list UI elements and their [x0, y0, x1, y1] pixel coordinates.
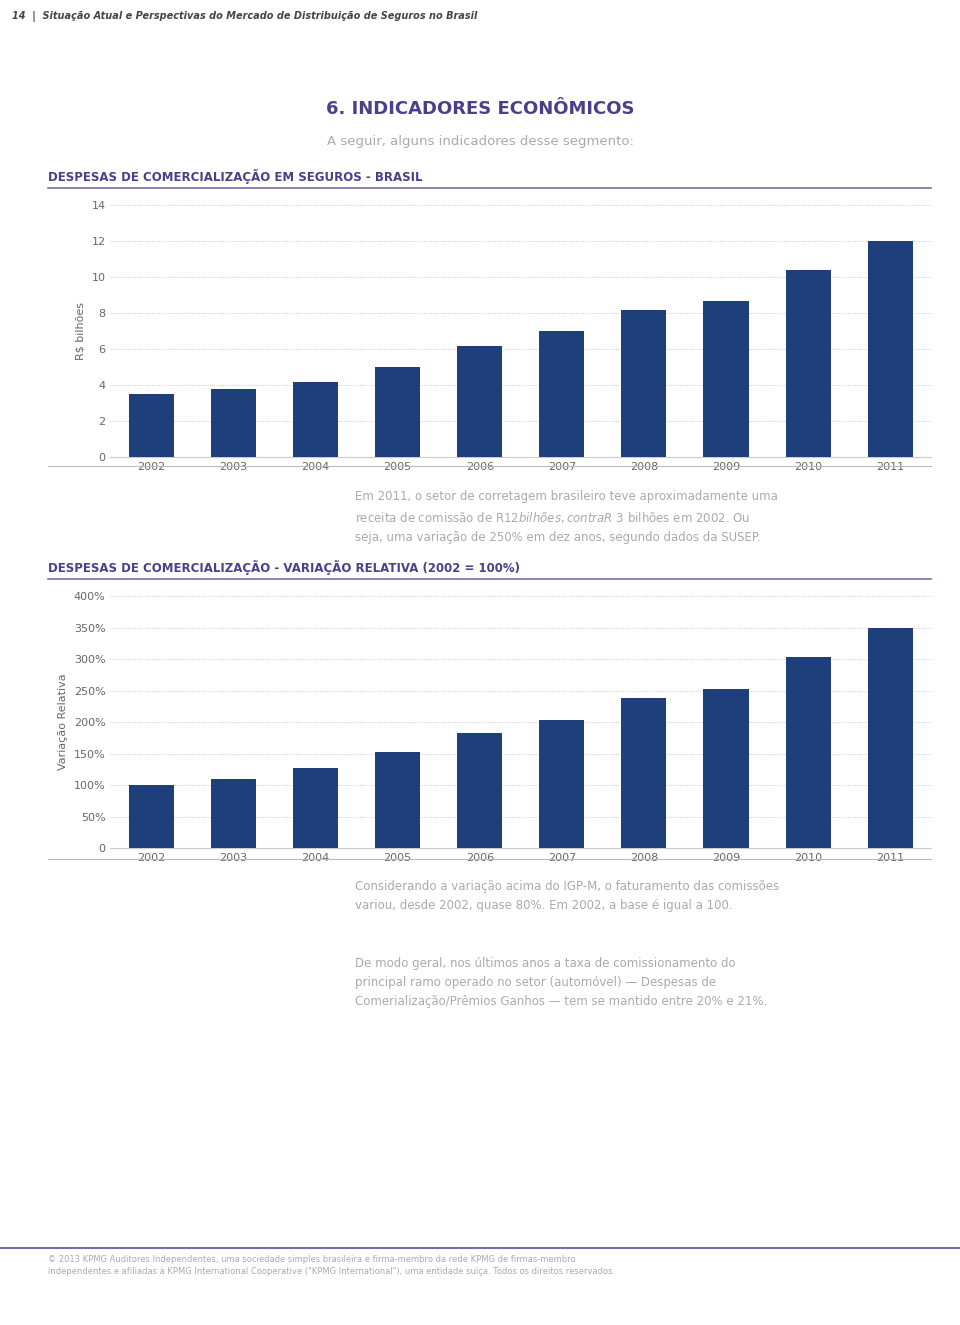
Text: © 2013 KPMG Auditores Independentes, uma sociedade simples brasileira e firma-me: © 2013 KPMG Auditores Independentes, uma… [48, 1255, 615, 1276]
Bar [457, 734, 502, 848]
Bar [293, 382, 338, 457]
Bar [785, 270, 830, 457]
Text: De modo geral, nos últimos anos a taxa de comissionamento do
principal ramo oper: De modo geral, nos últimos anos a taxa d… [355, 957, 767, 1007]
Bar [868, 241, 913, 457]
Bar [704, 301, 749, 457]
Bar [621, 310, 666, 457]
Text: Considerando a variação acima do IGP-M, o faturamento das comissões
variou, desd: Considerando a variação acima do IGP-M, … [355, 880, 780, 912]
Bar [211, 779, 256, 848]
Bar [129, 784, 174, 848]
Bar [785, 657, 830, 848]
Bar [868, 628, 913, 848]
Bar [704, 689, 749, 848]
Text: DESPESAS DE COMERCIALIZAÇÃO EM SEGUROS - BRASIL: DESPESAS DE COMERCIALIZAÇÃO EM SEGUROS -… [48, 170, 422, 184]
Bar [540, 331, 585, 457]
Text: A seguir, alguns indicadores desse segmento:: A seguir, alguns indicadores desse segme… [326, 135, 634, 148]
Text: Em 2011, o setor de corretagem brasileiro teve aproximadamente uma
receita de co: Em 2011, o setor de corretagem brasileir… [355, 490, 778, 545]
Bar [293, 768, 338, 848]
Bar [375, 367, 420, 457]
Y-axis label: R$ bilhões: R$ bilhões [76, 302, 85, 360]
Bar [540, 719, 585, 848]
Bar [457, 346, 502, 457]
Y-axis label: Variação Relativa: Variação Relativa [59, 674, 68, 770]
Text: 14  |  Situação Atual e Perspectivas do Mercado de Distribuição de Seguros no Br: 14 | Situação Atual e Perspectivas do Me… [12, 11, 477, 21]
Bar [375, 753, 420, 848]
Text: DESPESAS DE COMERCIALIZAÇÃO - VARIAÇÃO RELATIVA (2002 = 100%): DESPESAS DE COMERCIALIZAÇÃO - VARIAÇÃO R… [48, 560, 520, 575]
Bar [129, 395, 174, 457]
Text: 6. INDICADORES ECONÔMICOS: 6. INDICADORES ECONÔMICOS [325, 99, 635, 118]
Bar [211, 388, 256, 457]
Bar [621, 697, 666, 848]
